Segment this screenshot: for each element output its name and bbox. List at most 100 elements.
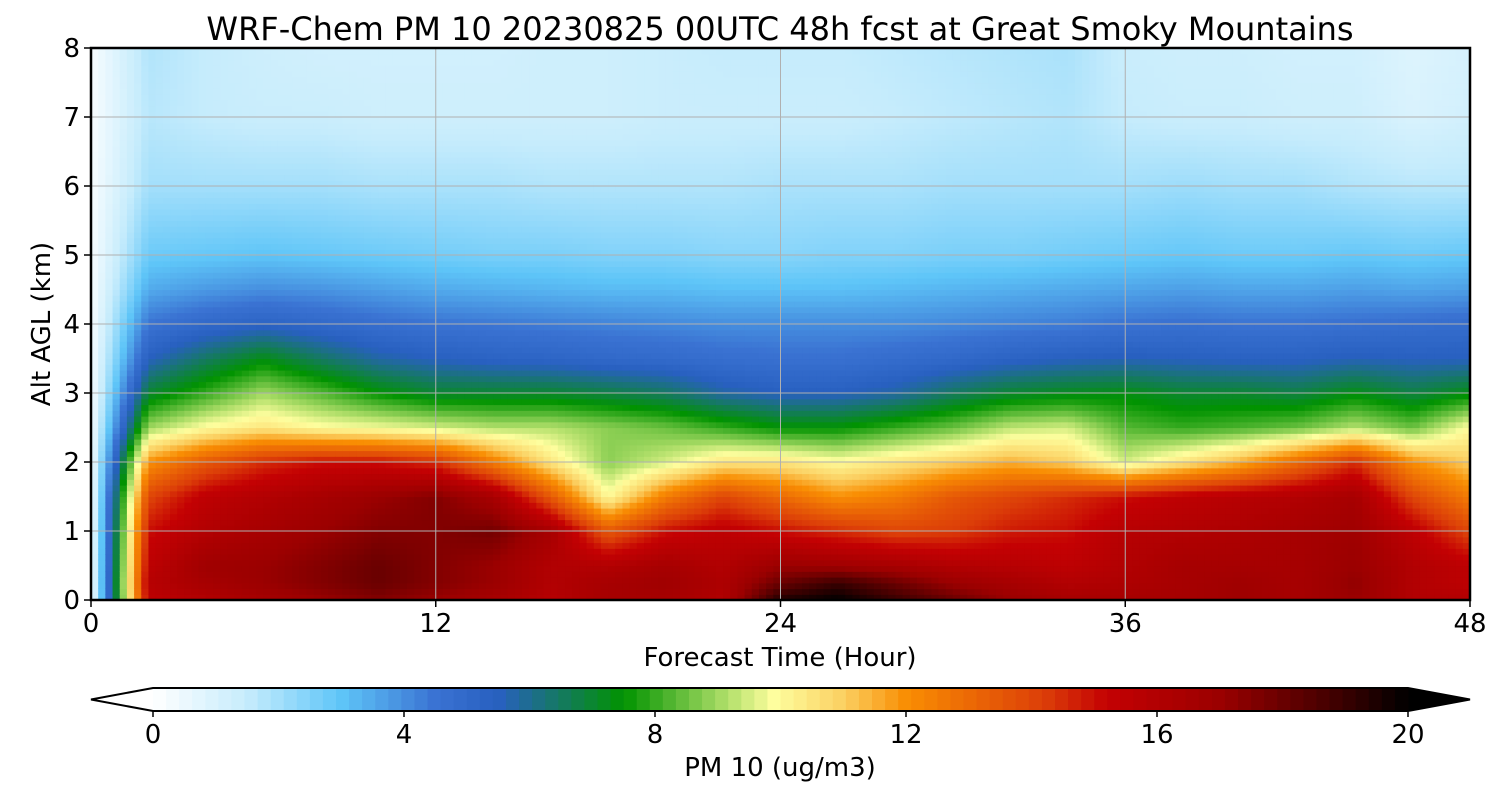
heatmap-cell — [98, 462, 106, 469]
heatmap-cell — [105, 53, 114, 61]
heatmap-cell — [198, 226, 207, 233]
heatmap-cell — [335, 157, 343, 164]
heatmap-cell — [421, 157, 430, 164]
heatmap-cell — [234, 439, 243, 446]
heatmap-cell — [313, 180, 322, 187]
heatmap-cell — [213, 226, 221, 233]
heatmap-cell — [292, 163, 300, 170]
heatmap-cell — [335, 347, 343, 354]
heatmap-cell — [213, 352, 221, 360]
heatmap-cell — [155, 128, 164, 135]
heatmap-cell — [328, 375, 336, 383]
heatmap-cell — [213, 301, 221, 308]
heatmap-cell — [91, 347, 99, 354]
heatmap-cell — [385, 370, 394, 377]
heatmap-cell — [155, 393, 164, 400]
heatmap-cell — [191, 157, 200, 164]
heatmap-cell — [328, 410, 336, 417]
heatmap-cell — [335, 111, 343, 118]
heatmap-cell — [292, 105, 300, 112]
heatmap-cell — [198, 324, 207, 331]
heatmap-cell — [98, 220, 106, 227]
heatmap-cell — [148, 594, 157, 600]
heatmap-cell — [213, 485, 221, 492]
heatmap-cell — [284, 381, 293, 388]
heatmap-cell — [356, 594, 365, 600]
heatmap-cell — [184, 203, 193, 210]
heatmap-cell — [141, 375, 150, 383]
heatmap-cell — [306, 381, 315, 388]
heatmap-cell — [227, 358, 236, 365]
heatmap-cell — [284, 525, 293, 532]
heatmap-cell — [241, 577, 250, 584]
heatmap-cell — [162, 416, 171, 423]
heatmap-cell — [227, 197, 236, 204]
heatmap-cell — [414, 122, 422, 130]
heatmap-cell — [134, 387, 142, 394]
heatmap-cell — [177, 312, 185, 319]
heatmap-cell — [220, 243, 229, 250]
heatmap-cell — [356, 548, 365, 555]
heatmap-cell — [442, 427, 451, 434]
heatmap-cell — [177, 542, 185, 549]
heatmap-cell — [148, 306, 157, 314]
heatmap-cell — [435, 82, 444, 89]
heatmap-cell — [328, 433, 336, 440]
heatmap-cell — [277, 140, 286, 147]
heatmap-cell — [442, 243, 451, 250]
heatmap-cell — [234, 65, 243, 72]
heatmap-cell — [256, 450, 264, 457]
heatmap-cell — [349, 48, 358, 55]
heatmap-cell — [263, 427, 272, 434]
heatmap-cell — [277, 111, 286, 118]
heatmap-cell — [421, 203, 430, 210]
heatmap-cell — [421, 301, 430, 308]
heatmap-cell — [442, 324, 451, 331]
heatmap-cell — [335, 450, 343, 457]
heatmap-cell — [349, 542, 358, 549]
heatmap-cell — [220, 301, 229, 308]
heatmap-cell — [349, 467, 358, 475]
heatmap-cell — [371, 71, 379, 78]
heatmap-cell — [249, 588, 257, 595]
heatmap-cell — [414, 59, 422, 66]
heatmap-cell — [205, 565, 214, 572]
heatmap-cell — [241, 243, 250, 250]
heatmap-cell — [249, 232, 257, 239]
heatmap-cell — [249, 289, 257, 296]
heatmap-cell — [335, 209, 343, 216]
heatmap-cell — [342, 168, 351, 176]
heatmap-cell — [457, 393, 466, 400]
heatmap-cell — [371, 525, 379, 532]
heatmap-cell — [249, 140, 257, 147]
heatmap-cell — [363, 151, 372, 158]
heatmap-cell — [220, 289, 229, 296]
heatmap-cell — [277, 301, 286, 308]
heatmap-cell — [428, 180, 437, 187]
heatmap-cell — [112, 542, 121, 549]
heatmap-cell — [363, 536, 372, 544]
heatmap-cell — [234, 329, 243, 337]
heatmap-cell — [148, 82, 157, 89]
heatmap-cell — [371, 255, 379, 262]
heatmap-cell — [399, 94, 408, 101]
heatmap-cell — [256, 168, 264, 176]
heatmap-cell — [112, 439, 121, 446]
heatmap-cell — [220, 318, 229, 325]
heatmap-cell — [198, 157, 207, 164]
heatmap-cell — [385, 588, 394, 595]
heatmap-cell — [428, 519, 437, 526]
heatmap-cell — [292, 416, 300, 423]
heatmap-cell — [105, 341, 114, 348]
heatmap-cell — [263, 571, 272, 578]
heatmap-cell — [457, 134, 466, 141]
heatmap-cell — [184, 209, 193, 216]
heatmap-cell — [191, 427, 200, 434]
heatmap-cell — [392, 513, 401, 521]
heatmap-cell — [270, 439, 279, 446]
heatmap-cell — [241, 559, 250, 567]
heatmap-cell — [320, 450, 329, 457]
heatmap-cell — [363, 450, 372, 457]
heatmap-cell — [141, 393, 150, 400]
heatmap-cell — [241, 404, 250, 411]
